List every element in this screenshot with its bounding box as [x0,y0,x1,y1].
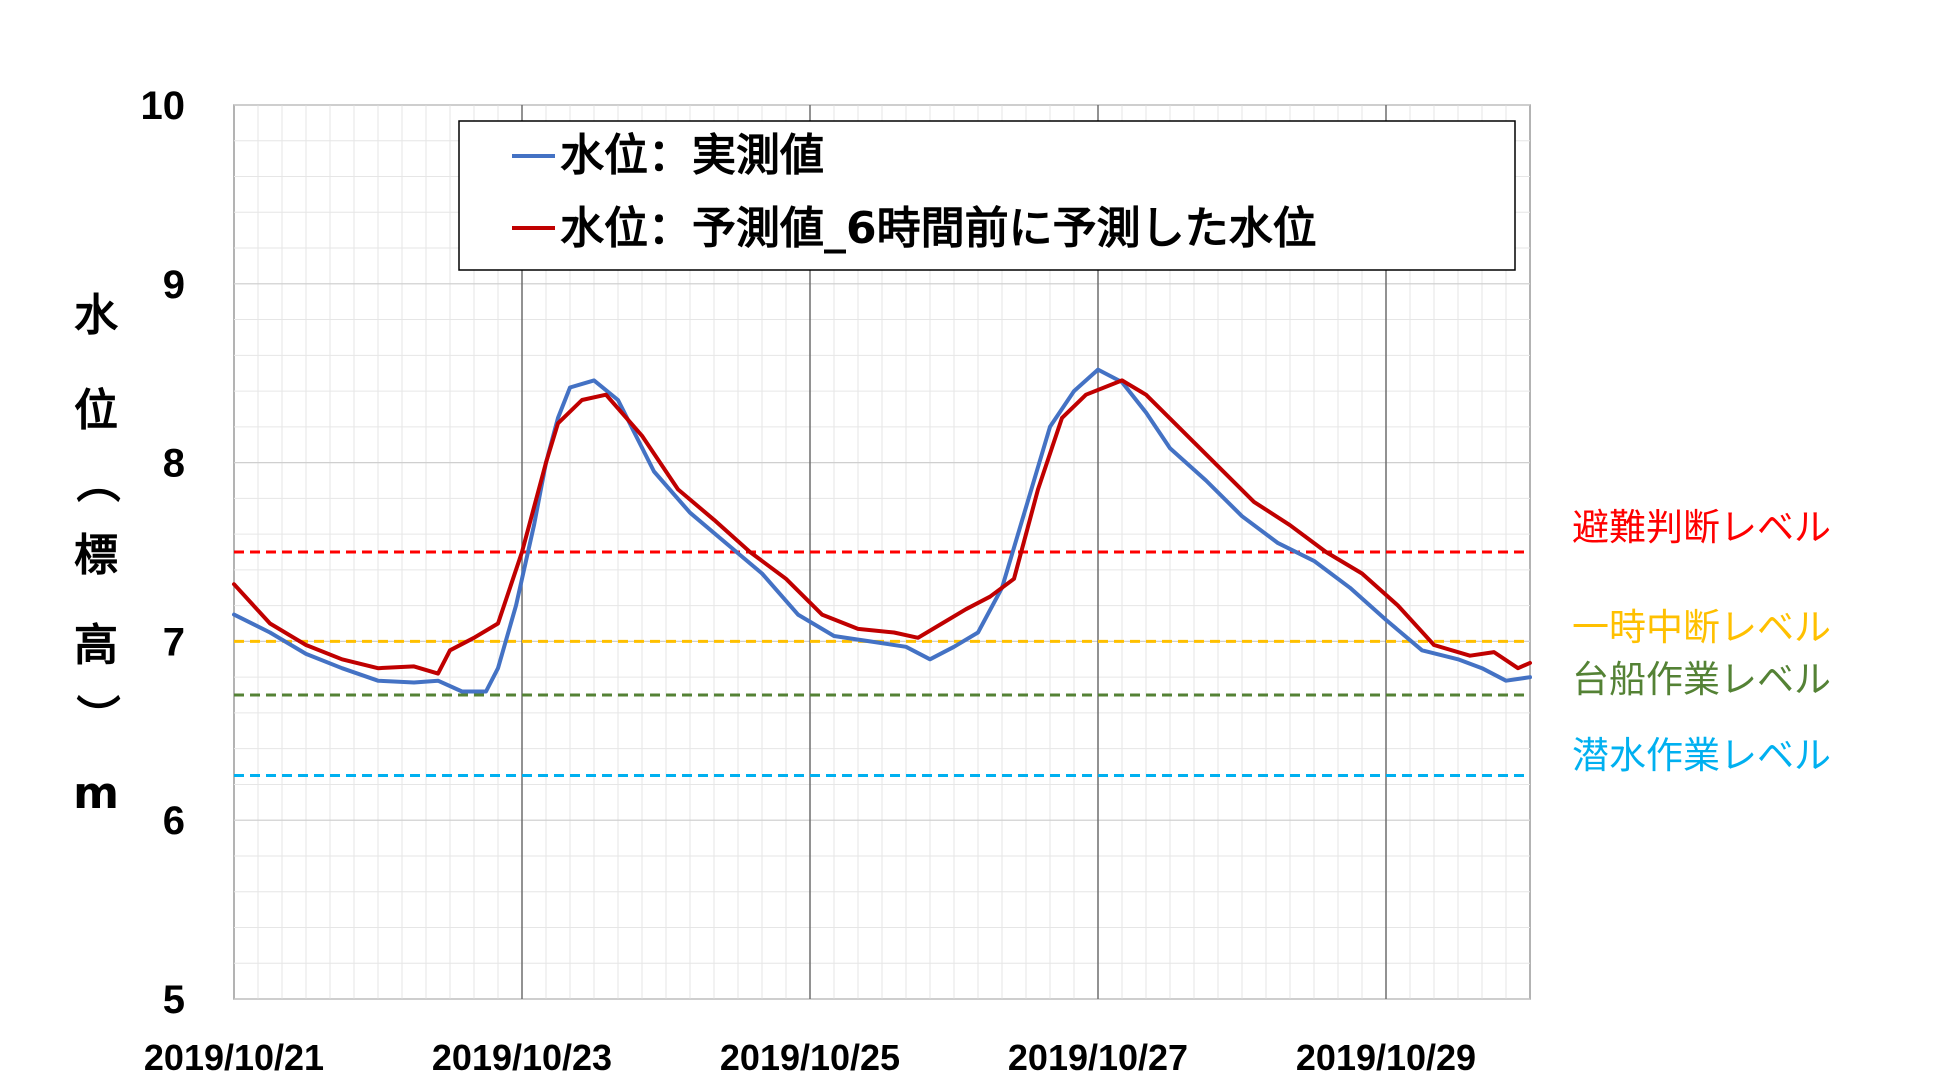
y-tick-label: 7 [163,620,185,664]
y-tick-label: 6 [163,799,185,843]
x-tick-label: 2019/10/29 [1296,1037,1476,1078]
y-tick-label: 8 [163,442,185,486]
reference-label: 潜水作業レベル [1572,734,1831,777]
y-axis-label-char: 水 [74,290,119,341]
series-line-predicted [232,378,1532,676]
series-layer [232,367,1532,694]
x-tick-label: 2019/10/25 [720,1037,900,1078]
reference-label: 台船作業レベル [1572,658,1831,701]
x-tick-label: 2019/10/21 [144,1037,324,1078]
series-line-measured [232,367,1532,694]
y-tick-label: 9 [163,263,185,307]
y-tick-label: 10 [141,84,186,128]
y-axis-label-char: 標 [74,530,118,581]
y-axis-label-char: 位 [74,385,118,436]
x-tick-label: 2019/10/27 [1008,1037,1188,1078]
x-axis-ticks: 2019/10/21 2019/10/23 2019/10/25 2019/10/27… [144,1037,1476,1078]
y-axis-label-char: 高 [74,620,118,671]
y-axis-label-char: m [73,768,119,819]
x-tick-label: 2019/10/23 [432,1037,612,1078]
y-axis-label-char: ） [71,694,122,738]
legend-label-predicted: 水位：予測値_6時間前に予測した水位 [560,203,1317,254]
y-axis-label-char: （ [71,459,122,503]
y-axis-ticks: 5 6 7 8 9 10 [141,84,186,1022]
y-tick-label: 5 [163,978,185,1022]
reference-label: 一時中断レベル [1572,606,1831,649]
legend: 水位：実測値 水位：予測値_6時間前に予測した水位 [458,120,1516,271]
y-axis-label: 水位 （ 標高 ） m [71,290,122,819]
legend-box [458,120,1516,271]
legend-label-measured: 水位：実測値 [560,130,824,181]
reference-label: 避難判断レベル [1572,506,1831,549]
